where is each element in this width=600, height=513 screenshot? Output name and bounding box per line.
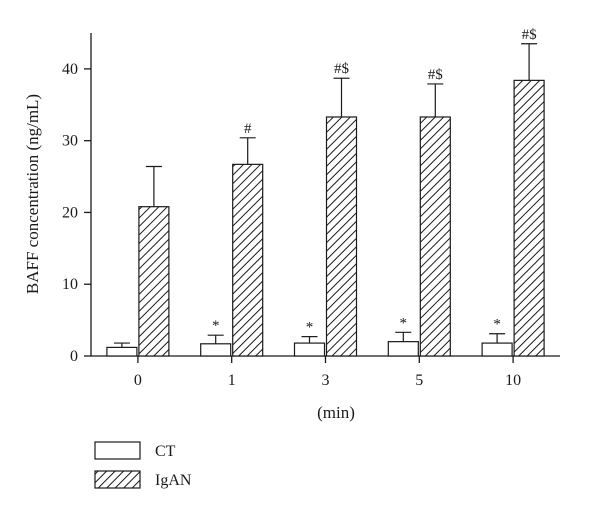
legend-label-igan: IgAN (155, 472, 192, 489)
y-ticks: 0 10 20 30 40 (62, 61, 91, 365)
bar-ct (293, 342, 326, 357)
y-tick-label: 10 (62, 276, 78, 293)
y-tick-label: 0 (70, 348, 78, 365)
legend-swatch-ct (94, 441, 141, 460)
bar-igan (232, 163, 264, 357)
x-ticks: 0 1 3 5 10 (134, 356, 521, 389)
significance-marker-igan: #$ (522, 27, 538, 43)
x-tick-label: 0 (134, 372, 142, 389)
x-tick-label: 10 (505, 372, 521, 389)
significance-marker-igan: #$ (428, 67, 444, 83)
legend-swatch-igan (94, 470, 141, 489)
significance-marker-igan: #$ (334, 61, 350, 77)
bar-igan (138, 206, 170, 357)
significance-marker-ct: * (493, 317, 501, 333)
legend-item-igan: IgAN (94, 470, 192, 489)
bar-ct (481, 342, 513, 357)
y-tick-label: 20 (62, 204, 78, 221)
bar-ct (200, 343, 232, 357)
x-tick-label: 3 (322, 372, 330, 389)
bar-igan (513, 79, 545, 357)
significance-marker-ct: * (306, 320, 314, 336)
legend-label-ct: CT (155, 443, 176, 460)
bar-ct (106, 346, 138, 357)
x-tick-label: 5 (415, 372, 423, 389)
significance-marker-igan: # (244, 121, 252, 137)
bar-igan (325, 116, 358, 357)
significance-marker-ct: * (212, 318, 220, 334)
bar-ct (387, 341, 419, 357)
significance-marker-ct: * (400, 315, 408, 331)
y-tick-label: 30 (62, 133, 78, 150)
y-tick-label: 40 (62, 61, 78, 78)
bar-igan (419, 116, 451, 357)
legend-item-ct: CT (94, 441, 176, 460)
x-axis-label: (min) (317, 403, 355, 422)
legend: CT IgAN (94, 441, 192, 489)
bars: * # * #$ * #$ * #$ (106, 27, 545, 357)
x-tick-label: 1 (228, 372, 236, 389)
y-axis-label: BAFF concentration (ng/mL) (23, 94, 42, 294)
